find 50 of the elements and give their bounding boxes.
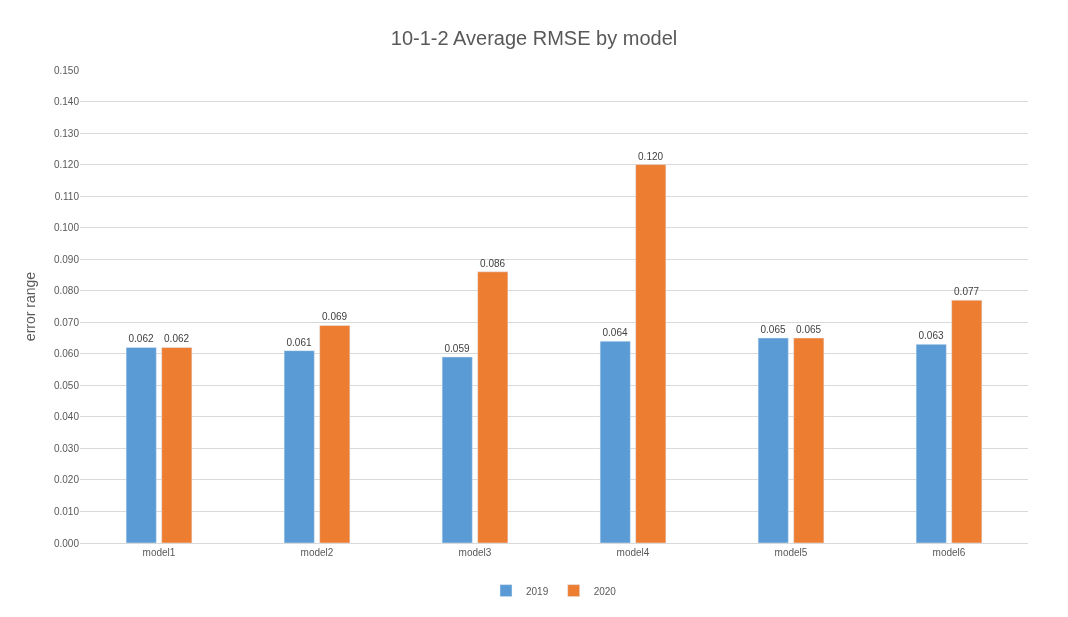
bar — [599, 340, 631, 543]
data-label: 0.120 — [638, 150, 664, 162]
bar — [161, 347, 193, 543]
legend-label: 2020 — [593, 585, 617, 597]
data-label: 0.069 — [322, 311, 348, 323]
y-tick-label: 0.050 — [53, 379, 80, 391]
bar — [477, 271, 509, 543]
y-tick-label: 0.000 — [53, 537, 80, 549]
data-label: 0.065 — [796, 324, 822, 336]
x-tick-label: model2 — [300, 547, 334, 558]
y-tick-label: 0.070 — [53, 316, 80, 328]
y-tick-label: 0.010 — [53, 505, 80, 517]
bar — [283, 350, 315, 543]
chart-title: 10-1-2 Average RMSE by model — [390, 26, 678, 49]
y-tick-label: 0.020 — [53, 474, 80, 486]
x-tick-label: model1 — [142, 547, 176, 558]
bar — [635, 164, 667, 543]
bar — [915, 344, 947, 543]
y-tick-label: 0.150 — [53, 64, 80, 76]
y-tick-label: 0.080 — [53, 285, 80, 297]
data-label: 0.059 — [444, 342, 470, 354]
y-axis-title: error range — [21, 271, 38, 342]
data-label: 0.064 — [602, 327, 628, 339]
x-tick-label: model4 — [616, 547, 650, 558]
bar — [125, 347, 157, 543]
data-label: 0.063 — [918, 330, 944, 342]
y-tick-label: 0.060 — [53, 348, 80, 360]
y-tick-label: 0.040 — [53, 411, 80, 423]
y-tick-label: 0.120 — [53, 159, 80, 171]
y-tick-label: 0.130 — [53, 127, 80, 139]
bar — [441, 356, 473, 543]
data-label: 0.077 — [954, 286, 980, 298]
data-label: 0.061 — [286, 336, 312, 348]
x-tick-label: model6 — [932, 547, 966, 558]
y-tick-label: 0.110 — [54, 190, 80, 202]
y-tick-label: 0.100 — [53, 222, 80, 234]
bar — [793, 337, 825, 543]
y-tick-label: 0.140 — [53, 96, 80, 108]
x-tick-label: model5 — [774, 547, 808, 558]
x-tick-label: model3 — [458, 547, 492, 558]
legend-label: 2019 — [526, 585, 549, 597]
data-label: 0.065 — [760, 324, 786, 336]
bar — [319, 325, 351, 543]
y-tick-label: 0.030 — [53, 442, 80, 454]
data-label: 0.086 — [480, 257, 506, 269]
y-tick-label: 0.090 — [53, 253, 80, 265]
data-label: 0.062 — [128, 333, 154, 345]
bar — [757, 337, 789, 543]
bar — [951, 299, 983, 543]
data-label: 0.062 — [164, 333, 190, 345]
